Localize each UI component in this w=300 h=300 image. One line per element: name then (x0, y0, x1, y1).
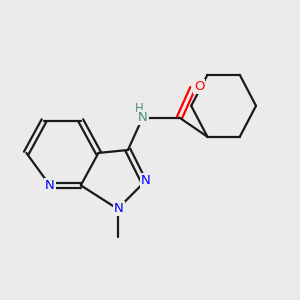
Text: N: N (141, 174, 151, 188)
Text: H: H (135, 102, 143, 115)
Text: N: N (45, 179, 55, 192)
Text: N: N (138, 111, 148, 124)
Text: O: O (194, 80, 204, 93)
Text: N: N (114, 202, 124, 215)
